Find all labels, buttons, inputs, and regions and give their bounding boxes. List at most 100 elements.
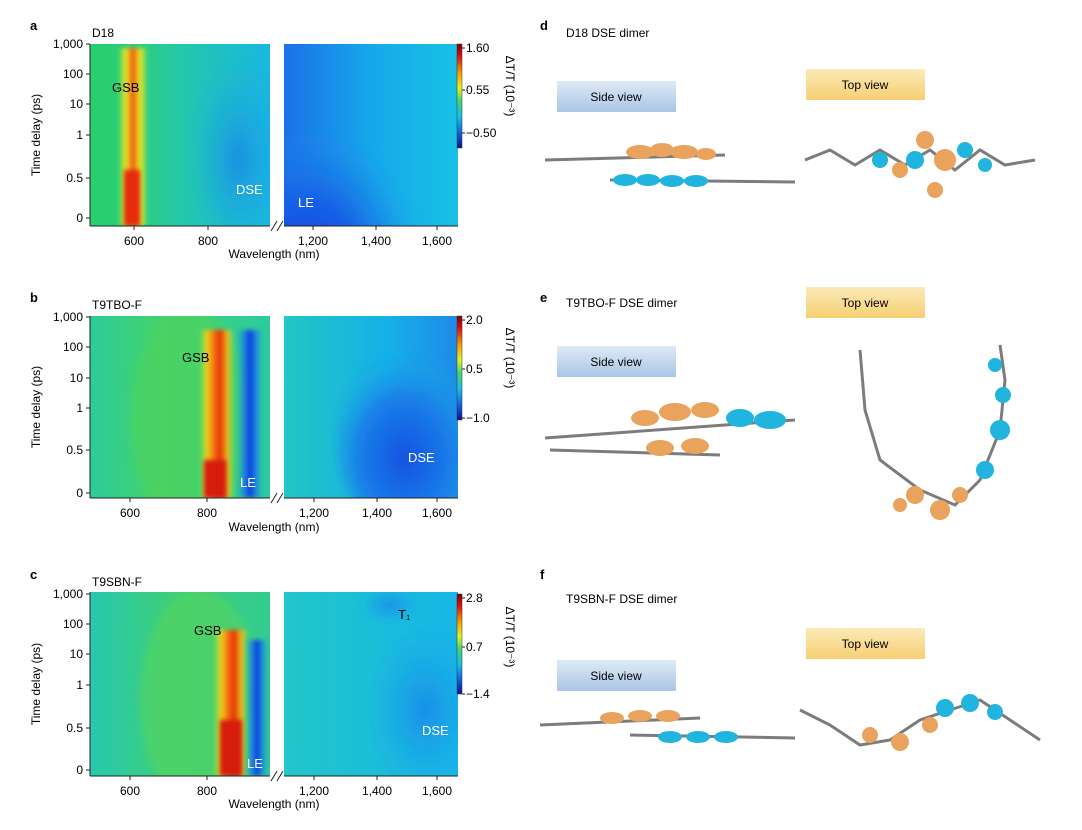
heatmap-b xyxy=(90,316,458,498)
colorbar-tick-label: 1.60 xyxy=(466,41,490,55)
side-view-label-f: Side view xyxy=(590,669,642,683)
colorbar-tick-label: −1.0 xyxy=(466,411,490,425)
y-tick-label: 1,000 xyxy=(53,310,83,324)
x-tick-label: 800 xyxy=(197,506,217,520)
x-tick-label: 600 xyxy=(120,506,140,520)
side-view-molecule-d xyxy=(544,143,796,187)
annot-c-t1: T₁ xyxy=(398,607,411,622)
side-view-label-e: Side view xyxy=(590,355,642,369)
y-tick-label: 10 xyxy=(70,371,84,385)
y-tick-label: 0 xyxy=(76,763,83,777)
annot-a-gsb: GSB xyxy=(112,80,139,95)
side-view-tag-f xyxy=(557,660,676,691)
colorbar-tick-label: −0.50 xyxy=(466,126,497,140)
x-tick-label: 600 xyxy=(124,234,144,248)
axis-break-mark xyxy=(270,220,278,232)
panel-letter-d: d xyxy=(540,18,548,33)
y-tick-label: 1 xyxy=(76,678,83,692)
annot-a-le: LE xyxy=(298,195,314,210)
y-tick-label: 0.5 xyxy=(66,721,83,735)
heatmap-a xyxy=(90,44,458,226)
y-tick-label: 100 xyxy=(63,67,83,81)
x-tick-label: 1,600 xyxy=(422,784,452,798)
x-tick-label: 1,600 xyxy=(422,506,452,520)
annot-b-dse: DSE xyxy=(408,450,435,465)
panel-e-title: T9TBO-F DSE dimer xyxy=(566,296,677,310)
panel-a: a D18 xyxy=(30,18,463,226)
panel-f-title: T9SBN-F DSE dimer xyxy=(566,592,677,606)
panel-d: d D18 DSE dimer Side view Top view xyxy=(540,18,1036,198)
x-tick-label: 1,200 xyxy=(298,234,328,248)
top-view-tag-f xyxy=(806,628,925,659)
colorbar-tick-label: 0.55 xyxy=(466,83,490,97)
axis-break-mark xyxy=(276,770,284,782)
y-tick-label: 100 xyxy=(63,340,83,354)
y-tick-label: 100 xyxy=(63,617,83,631)
colorbar-tick-label: 0.5 xyxy=(466,362,483,376)
x-tick-label: 800 xyxy=(198,234,218,248)
axis-break-mark xyxy=(270,492,278,504)
panel-b: b T9TBO-F xyxy=(30,290,463,498)
x-tick-label: 1,400 xyxy=(361,234,391,248)
side-view-molecule-e xyxy=(544,402,796,457)
side-view-tag-e xyxy=(557,346,676,377)
axes-a: 600 800 1,200 1,400 1,600 1,000 100 10 1 0.5 0 Wave… xyxy=(29,37,517,261)
side-view-molecule-f xyxy=(539,710,796,743)
x-tick-label: 1,600 xyxy=(422,234,452,248)
top-view-molecule-d xyxy=(804,131,1036,198)
axes-b: 600 800 1,200 1,400 1,600 1,000 100 10 1 0.5 0 Wave… xyxy=(29,310,517,534)
y-tick-label: 0 xyxy=(76,211,83,225)
panel-d-title: D18 DSE dimer xyxy=(566,26,649,40)
panel-e: e T9TBO-F DSE dimer Side view Top view xyxy=(540,287,1011,520)
panel-letter-c: c xyxy=(30,567,37,582)
x-tick-label: 1,400 xyxy=(362,784,392,798)
annot-a-dse: DSE xyxy=(236,182,263,197)
panel-a-title: D18 xyxy=(92,26,114,40)
colorbar-label: ΔT/T (10⁻³) xyxy=(503,607,517,668)
axis-break-mark xyxy=(276,220,284,232)
y-tick-label: 1 xyxy=(76,128,83,142)
axes-c: 600 800 1,200 1,400 1,600 1,000 100 10 1 0.5 0 Wave… xyxy=(29,587,517,811)
y-axis-label: Time delay (ps) xyxy=(29,643,43,725)
panel-letter-a: a xyxy=(30,18,38,33)
annot-c-gsb: GSB xyxy=(194,623,221,638)
x-axis-label: Wavelength (nm) xyxy=(229,520,320,534)
y-axis-label: Time delay (ps) xyxy=(29,366,43,448)
annot-b-gsb: GSB xyxy=(182,350,209,365)
x-tick-label: 1,200 xyxy=(299,784,329,798)
x-axis-label: Wavelength (nm) xyxy=(229,797,320,811)
panel-letter-f: f xyxy=(540,567,545,582)
axis-break-mark xyxy=(276,492,284,504)
colorbar-tick-label: 0.7 xyxy=(466,640,483,654)
axes-layer: 600 800 1,200 1,400 1,6001,0001001010.50Wave… xyxy=(29,37,517,811)
axis-break-mark xyxy=(270,770,278,782)
colorbar-a xyxy=(456,43,463,149)
colorbar-label: ΔT/T (10⁻³) xyxy=(503,328,517,389)
colorbar-c xyxy=(456,593,463,695)
heatmap-c xyxy=(90,592,458,776)
annot-b-le: LE xyxy=(240,475,256,490)
panel-c-title: T9SBN-F xyxy=(92,575,142,589)
panel-b-title: T9TBO-F xyxy=(92,298,142,312)
annotations: GSB DSE LE GSB LE DSE GSB LE T₁ DSE xyxy=(112,80,449,771)
panel-c: c T9SBN-F xyxy=(30,567,463,776)
y-tick-label: 10 xyxy=(70,97,84,111)
x-tick-label: 600 xyxy=(120,784,140,798)
top-view-tag-e xyxy=(806,287,925,318)
y-tick-label: 10 xyxy=(70,647,84,661)
top-view-label-f: Top view xyxy=(842,637,889,651)
y-tick-label: 0.5 xyxy=(66,171,83,185)
top-view-tag-d xyxy=(806,69,925,100)
y-tick-label: 1 xyxy=(76,401,83,415)
y-tick-label: 1,000 xyxy=(53,37,83,51)
top-view-molecule-f xyxy=(799,694,1041,751)
colorbar-b xyxy=(456,315,463,421)
annot-c-le: LE xyxy=(247,756,263,771)
side-view-tag-d xyxy=(557,81,676,112)
panel-f: f T9SBN-F DSE dimer Side view Top view xyxy=(539,567,1041,751)
top-view-molecule-e xyxy=(858,344,1011,520)
y-tick-label: 1,000 xyxy=(53,587,83,601)
x-axis-label: Wavelength (nm) xyxy=(229,247,320,261)
x-tick-label: 800 xyxy=(197,784,217,798)
